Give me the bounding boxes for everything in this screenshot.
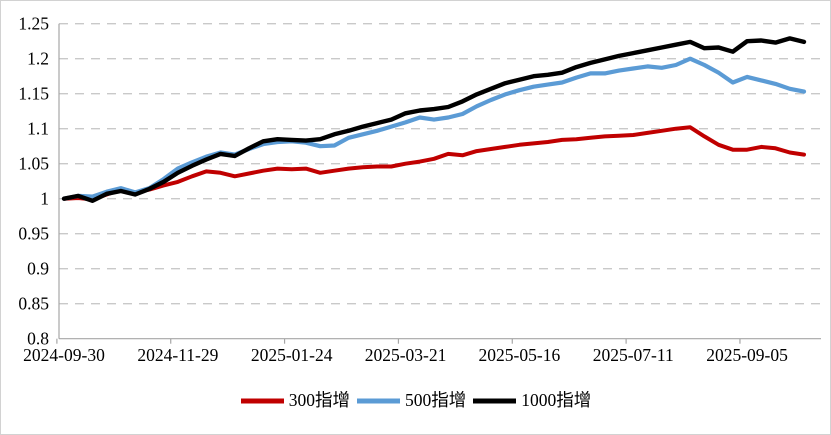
legend-label: 300指增 bbox=[288, 390, 350, 410]
series-line-500指增 bbox=[61, 56, 807, 201]
legend-line-icon bbox=[240, 398, 284, 404]
y-tick-label: 0.85 bbox=[18, 294, 49, 314]
x-tick-label: 2025-07-11 bbox=[593, 345, 674, 365]
y-tick-label: 0.8 bbox=[27, 329, 49, 349]
x-tick-label: 2025-09-05 bbox=[706, 345, 788, 365]
legend-item-1000指增: 1000指增 bbox=[472, 390, 592, 410]
legend-line-icon bbox=[473, 398, 517, 404]
y-tick-label: 1.25 bbox=[18, 14, 49, 34]
legend-label: 500指增 bbox=[405, 390, 467, 410]
legend-item-500指增: 500指增 bbox=[356, 390, 467, 410]
series-line-300指增 bbox=[62, 125, 806, 202]
y-tick-label: 1.1 bbox=[27, 119, 49, 139]
x-tick-label: 2025-05-16 bbox=[479, 345, 561, 365]
y-tick-label: 1.15 bbox=[18, 84, 49, 104]
legend-label: 1000指增 bbox=[521, 390, 592, 410]
y-tick-label: 1.2 bbox=[27, 49, 49, 69]
series-line-1000指增 bbox=[61, 36, 807, 204]
x-tick-label: 2024-11-29 bbox=[137, 345, 218, 365]
y-tick-label: 0.9 bbox=[27, 259, 49, 279]
legend-line-icon bbox=[357, 398, 400, 404]
y-tick-label: 1.05 bbox=[18, 154, 49, 174]
y-tick-label: 1 bbox=[40, 189, 49, 209]
x-tick-label: 2024-09-30 bbox=[23, 345, 105, 365]
x-tick-label: 2025-03-21 bbox=[365, 345, 447, 365]
chart-legend: 300指增 500指增 1000指增 bbox=[1, 390, 830, 410]
x-tick-label: 2025-01-24 bbox=[251, 345, 333, 365]
y-tick-label: 0.95 bbox=[18, 224, 49, 244]
legend-item-300指增: 300指增 bbox=[240, 390, 350, 410]
